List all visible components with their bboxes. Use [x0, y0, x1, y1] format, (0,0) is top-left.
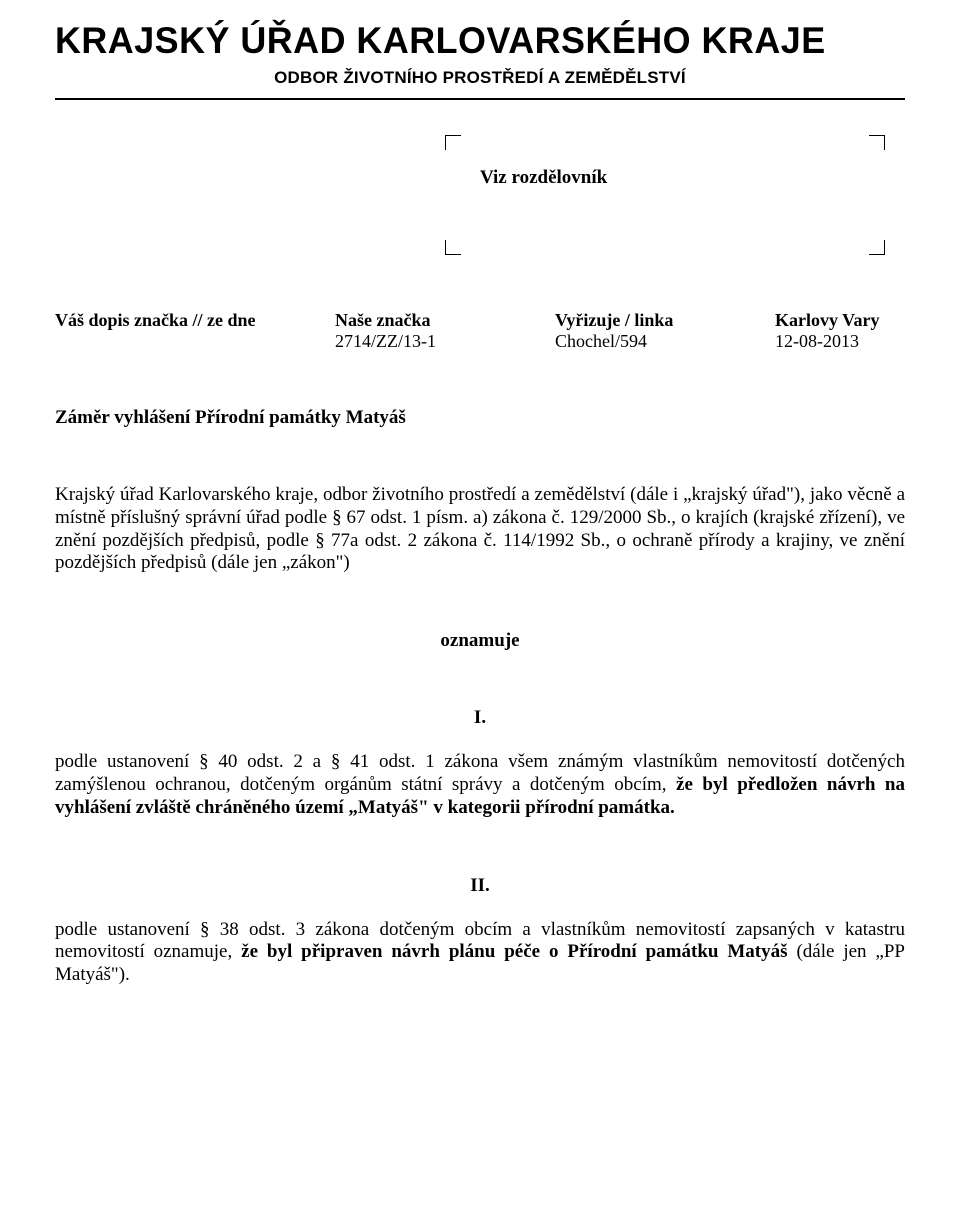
ref-value-2: 2714/ZZ/13-1 — [335, 331, 555, 352]
ref-value-row: 2714/ZZ/13-1 Chochel/594 12-08-2013 — [55, 331, 905, 352]
intro-paragraph: Krajský úřad Karlovarského kraje, odbor … — [55, 484, 905, 575]
address-text: Viz rozdělovník — [480, 167, 607, 189]
header-title: KRAJSKÝ ÚŘAD KARLOVARSKÉHO KRAJE — [55, 20, 880, 62]
ref-header-1: Váš dopis značka // ze dne — [55, 310, 335, 331]
section-ii-bold: že byl připraven návrh plánu péče o Přír… — [241, 941, 796, 962]
ref-value-1 — [55, 331, 335, 352]
section-i-number: I. — [55, 707, 905, 729]
section-ii-number: II. — [55, 875, 905, 897]
address-box: Viz rozdělovník — [445, 135, 885, 255]
header-rule — [55, 98, 905, 100]
corner-bl — [445, 240, 461, 255]
ref-header-row: Váš dopis značka // ze dne Naše značka V… — [55, 310, 905, 331]
reference-block: Váš dopis značka // ze dne Naše značka V… — [55, 310, 905, 352]
section-i-text: podle ustanovení § 40 odst. 2 a § 41 ods… — [55, 751, 905, 819]
corner-tr — [869, 135, 885, 150]
corner-tl — [445, 135, 461, 150]
document-title: Záměr vyhlášení Přírodní památky Matyáš — [55, 407, 905, 429]
ref-header-2: Naše značka — [335, 310, 555, 331]
oznamuje-label: oznamuje — [55, 630, 905, 652]
ref-header-4: Karlovy Vary — [775, 310, 905, 331]
corner-br — [869, 240, 885, 255]
section-ii-text: podle ustanovení § 38 odst. 3 zákona dot… — [55, 919, 905, 987]
ref-header-3: Vyřizuje / linka — [555, 310, 775, 331]
ref-value-4: 12-08-2013 — [775, 331, 905, 352]
header-subtitle: ODBOR ŽIVOTNÍHO PROSTŘEDÍ A ZEMĚDĚLSTVÍ — [55, 68, 905, 88]
ref-value-3: Chochel/594 — [555, 331, 775, 352]
